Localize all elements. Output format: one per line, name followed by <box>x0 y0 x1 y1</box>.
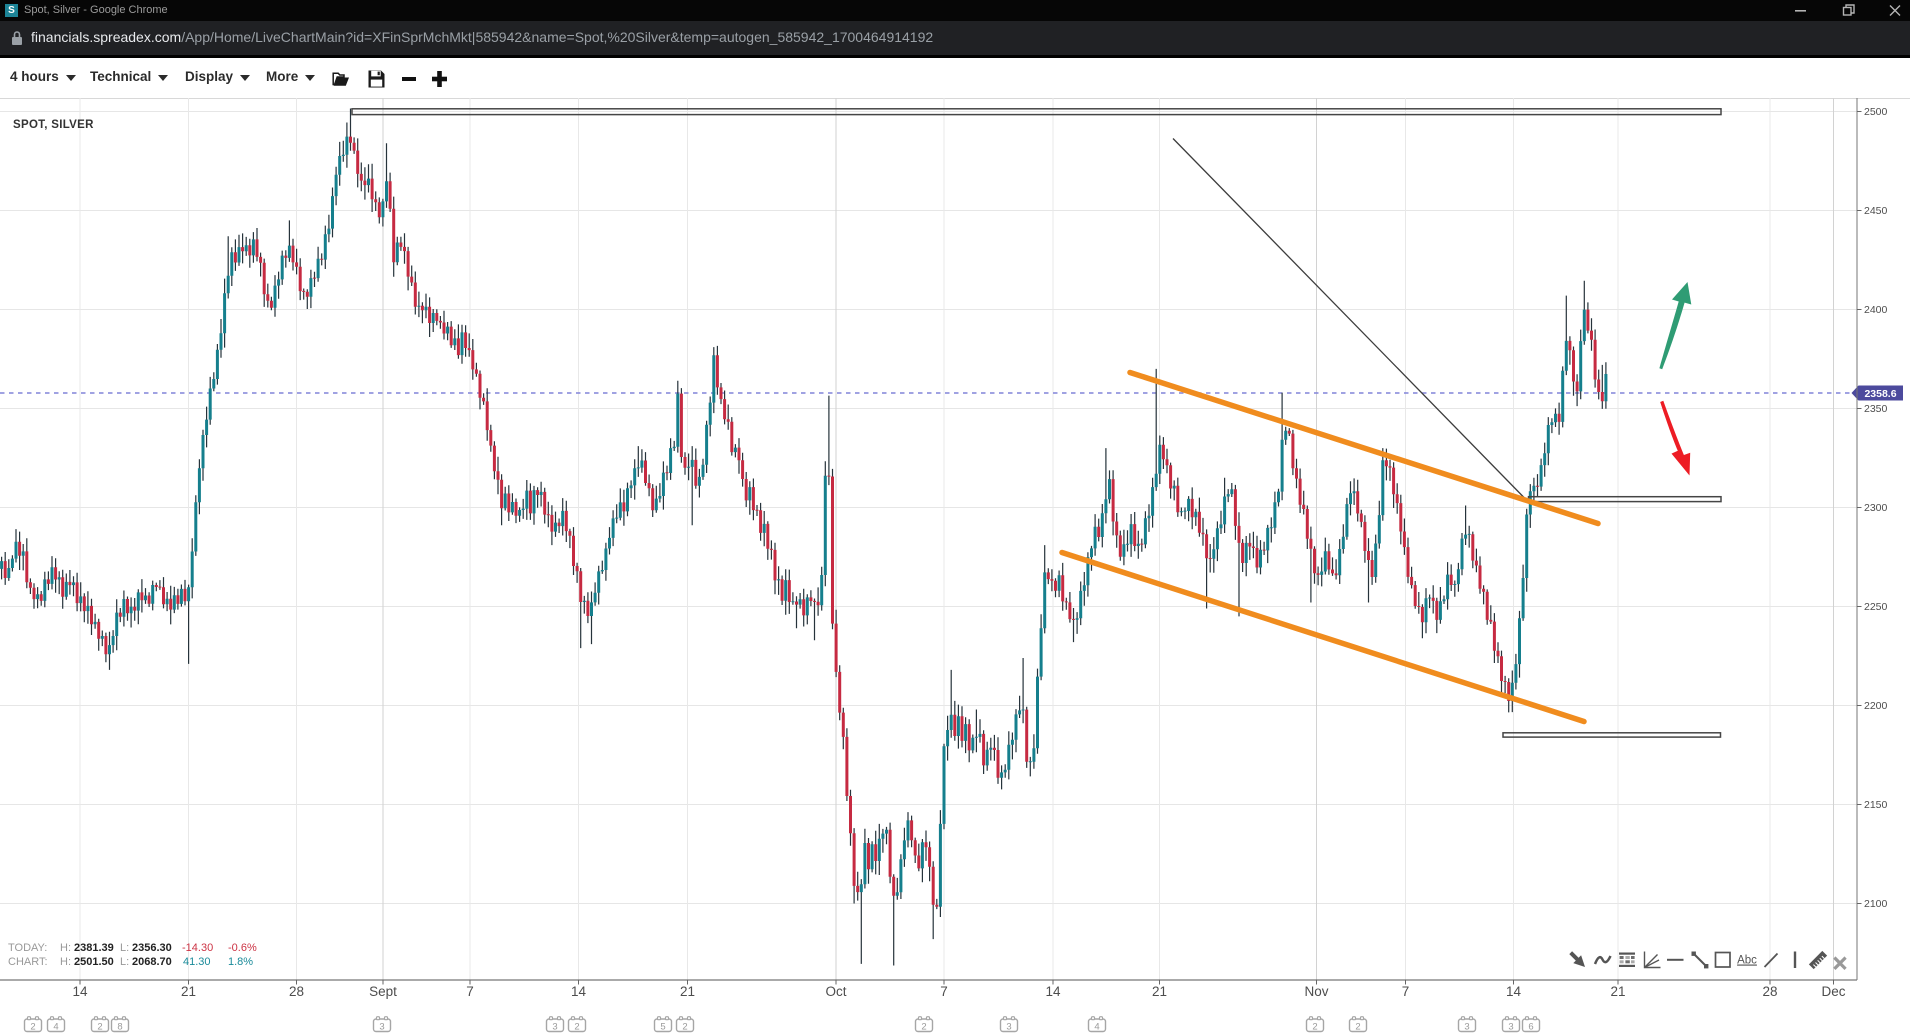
svg-text:SPOT, SILVER: SPOT, SILVER <box>13 119 94 131</box>
svg-text:-14.30: -14.30 <box>182 942 213 954</box>
svg-text:2350: 2350 <box>1864 403 1888 415</box>
svg-text:2: 2 <box>574 1022 579 1033</box>
svg-text:6: 6 <box>1528 1022 1533 1033</box>
svg-text:8: 8 <box>117 1022 122 1033</box>
svg-text:4: 4 <box>53 1022 58 1033</box>
svg-text:2: 2 <box>30 1022 35 1033</box>
svg-text:28: 28 <box>289 984 304 999</box>
svg-text:CHART:: CHART: <box>8 956 48 968</box>
svg-text:7: 7 <box>1402 984 1410 999</box>
svg-text:2: 2 <box>97 1022 102 1033</box>
svg-text:-0.6%: -0.6% <box>228 942 257 954</box>
svg-text:3: 3 <box>379 1022 384 1033</box>
svg-text:2500: 2500 <box>1864 106 1888 118</box>
svg-text:2: 2 <box>1312 1022 1317 1033</box>
svg-text:Dec: Dec <box>1821 984 1845 999</box>
svg-text:5: 5 <box>660 1022 665 1033</box>
svg-text:28: 28 <box>1762 984 1777 999</box>
svg-text:2: 2 <box>921 1022 926 1033</box>
svg-text:H:: H: <box>60 956 71 968</box>
svg-text:41.30: 41.30 <box>183 956 211 968</box>
svg-text:2: 2 <box>1355 1022 1360 1033</box>
svg-text:2300: 2300 <box>1864 502 1888 514</box>
svg-text:1.8%: 1.8% <box>228 956 253 968</box>
svg-text:3: 3 <box>1464 1022 1469 1033</box>
svg-text:2356.30: 2356.30 <box>132 942 172 954</box>
svg-text:21: 21 <box>1152 984 1167 999</box>
svg-text:21: 21 <box>181 984 196 999</box>
svg-text:2381.39: 2381.39 <box>74 942 114 954</box>
svg-text:TODAY:: TODAY: <box>8 942 47 954</box>
svg-text:4: 4 <box>1094 1022 1099 1033</box>
svg-text:3: 3 <box>552 1022 557 1033</box>
svg-text:Abc: Abc <box>1737 955 1757 967</box>
svg-text:2150: 2150 <box>1864 799 1888 811</box>
svg-text:21: 21 <box>680 984 695 999</box>
svg-text:Oct: Oct <box>825 984 846 999</box>
svg-text:L:: L: <box>120 956 129 968</box>
svg-text:L:: L: <box>120 942 129 954</box>
svg-text:2068.70: 2068.70 <box>132 956 172 968</box>
svg-text:2450: 2450 <box>1864 205 1888 217</box>
svg-text:2: 2 <box>682 1022 687 1033</box>
svg-text:2358.6: 2358.6 <box>1864 388 1896 400</box>
svg-text:14: 14 <box>1506 984 1522 999</box>
svg-text:7: 7 <box>940 984 948 999</box>
svg-text:7: 7 <box>466 984 474 999</box>
svg-text:14: 14 <box>1045 984 1061 999</box>
svg-text:2400: 2400 <box>1864 304 1888 316</box>
svg-text:2501.50: 2501.50 <box>74 956 114 968</box>
svg-text:2100: 2100 <box>1864 898 1888 910</box>
svg-text:3: 3 <box>1006 1022 1011 1033</box>
svg-text:H:: H: <box>60 942 71 954</box>
svg-text:2200: 2200 <box>1864 700 1888 712</box>
svg-text:14: 14 <box>72 984 88 999</box>
svg-text:Nov: Nov <box>1304 984 1328 999</box>
svg-text:Sept: Sept <box>369 984 397 999</box>
svg-text:3: 3 <box>1508 1022 1513 1033</box>
svg-text:21: 21 <box>1610 984 1625 999</box>
svg-text:2250: 2250 <box>1864 601 1888 613</box>
svg-text:14: 14 <box>571 984 587 999</box>
